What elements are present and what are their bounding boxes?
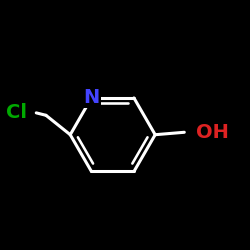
Text: N: N xyxy=(83,88,100,108)
Text: OH: OH xyxy=(196,123,229,142)
Text: Cl: Cl xyxy=(6,103,26,122)
